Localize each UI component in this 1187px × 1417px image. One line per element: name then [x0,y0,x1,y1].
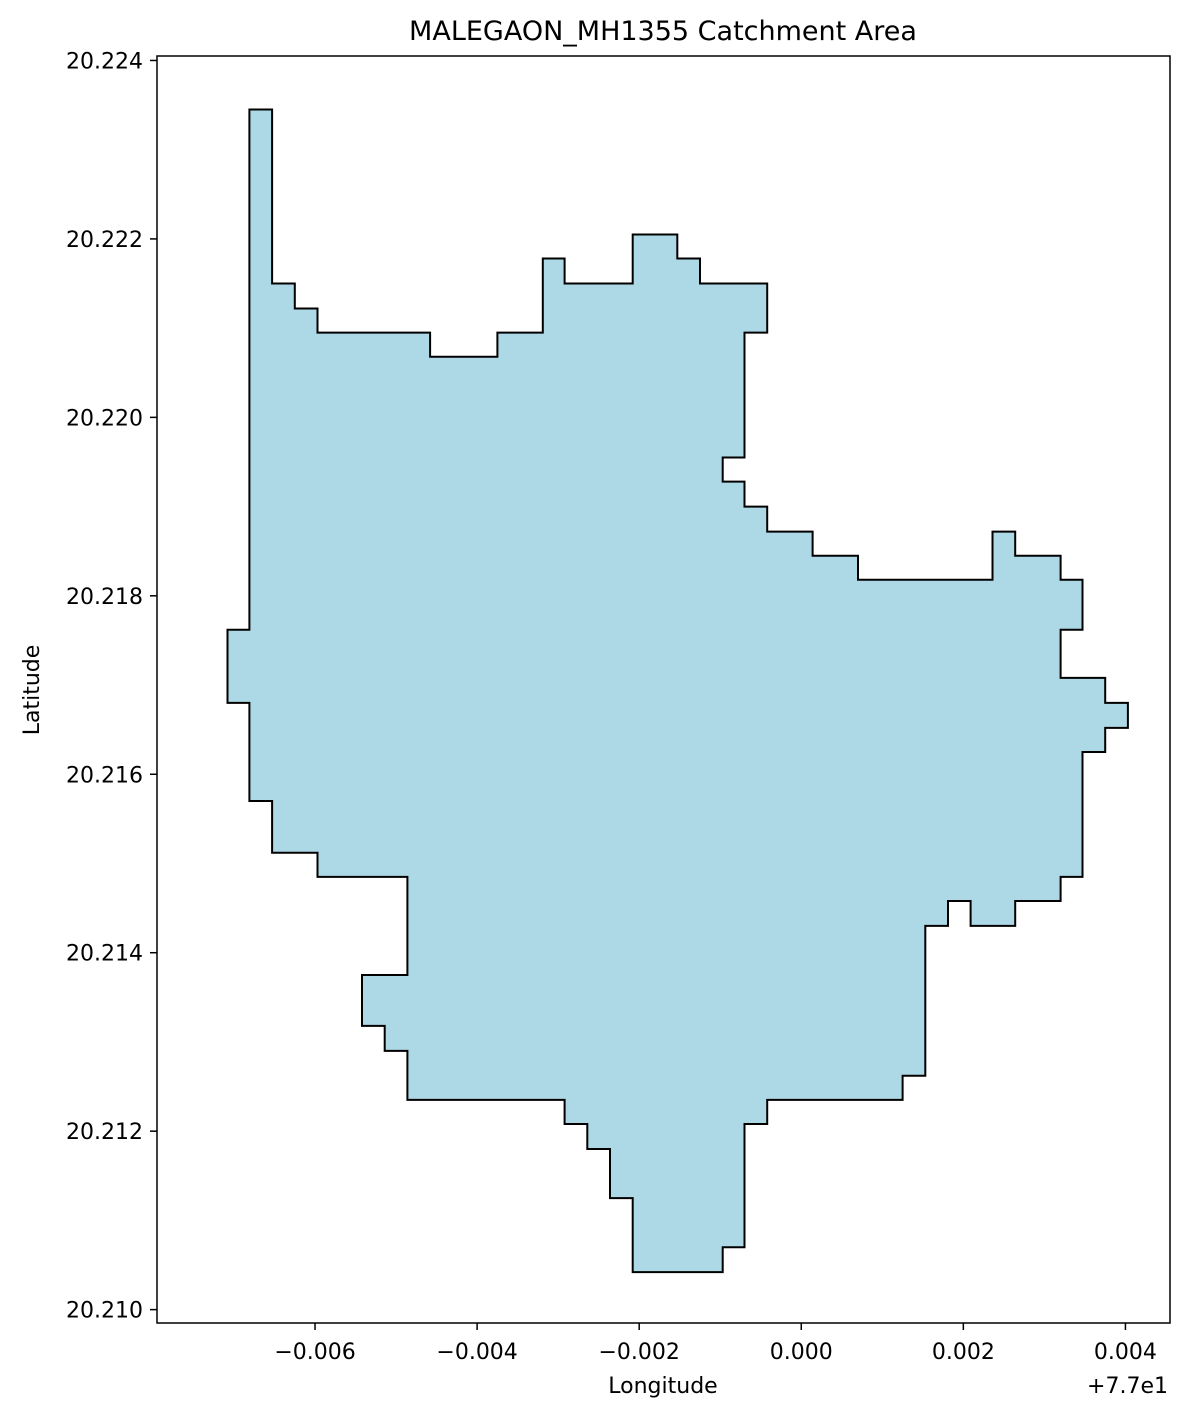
y-tick-label: 20.214 [66,942,143,967]
x-axis-label: Longitude [608,1374,717,1399]
chart-title: MALEGAON_MH1355 Catchment Area [409,16,917,47]
catchment-polygon [226,108,1129,1274]
y-tick-label: 20.212 [66,1120,143,1145]
plot-frame [156,55,1171,1324]
x-tick-label: −0.004 [436,1340,517,1365]
x-tick-label: −0.006 [274,1340,355,1365]
x-axis-offset-label: +7.7e1 [1087,1374,1168,1399]
y-tick-label: 20.210 [66,1299,143,1324]
x-tick-label: 0.002 [932,1340,995,1365]
y-tick-label: 20.220 [66,406,143,431]
x-axis-ticks: −0.006 −0.004 −0.002 0.000 0.002 0.004 [274,1323,1157,1365]
x-tick-label: 0.004 [1094,1340,1157,1365]
y-tick-label: 20.224 [66,49,143,74]
y-axis-label: Latitude [20,645,45,736]
y-axis-ticks: 20.210 20.212 20.214 20.216 20.218 20.220 20.2… [66,49,157,1324]
y-tick-label: 20.216 [66,763,143,788]
y-tick-label: 20.222 [66,228,143,253]
y-tick-label: 20.218 [66,585,143,610]
x-tick-label: 0.000 [770,1340,833,1365]
x-tick-label: −0.002 [598,1340,679,1365]
catchment-polygon-layer [226,108,1129,1274]
